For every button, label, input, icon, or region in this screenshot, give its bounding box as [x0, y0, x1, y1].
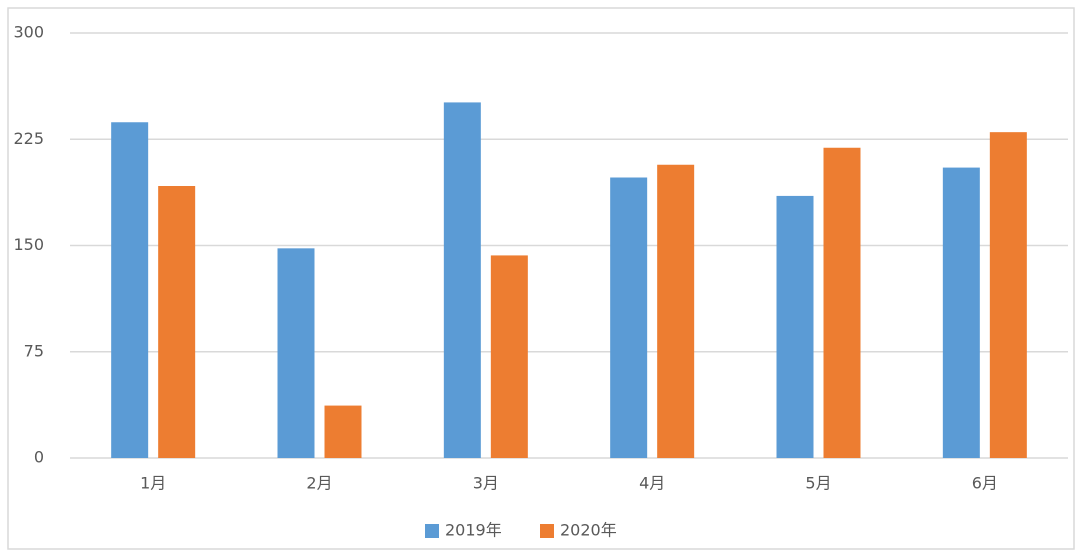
y-tick-label: 150: [13, 235, 44, 254]
x-tick-label: 5月: [805, 474, 831, 493]
bar: [942, 167, 980, 459]
bar: [443, 102, 481, 459]
bar: [610, 177, 648, 458]
x-tick-label: 3月: [473, 474, 499, 493]
bar: [823, 147, 861, 458]
legend-swatch: [425, 524, 439, 538]
bar: [989, 132, 1027, 458]
y-tick-label: 300: [13, 23, 44, 42]
x-tick-label: 4月: [639, 474, 665, 493]
x-tick-label: 1月: [140, 474, 166, 493]
bar: [277, 248, 315, 458]
bar: [776, 195, 814, 458]
y-tick-label: 75: [24, 341, 44, 360]
bar: [490, 255, 528, 458]
legend-label: 2019年: [445, 521, 502, 540]
bar: [111, 122, 149, 458]
bar: [657, 164, 695, 458]
y-tick-label: 225: [13, 129, 44, 148]
y-tick-label: 0: [34, 448, 44, 467]
x-tick-label: 2月: [306, 474, 332, 493]
x-tick-label: 6月: [972, 474, 998, 493]
bar: [158, 186, 196, 458]
legend-label: 2020年: [560, 521, 617, 540]
bar: [324, 405, 362, 458]
legend-swatch: [540, 524, 554, 538]
